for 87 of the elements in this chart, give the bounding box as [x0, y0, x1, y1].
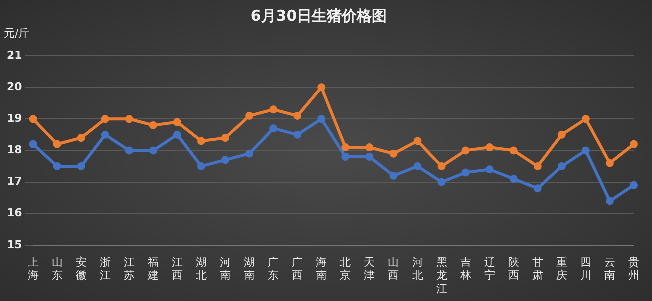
- point: [366, 153, 374, 162]
- point: [294, 112, 302, 120]
- point: [342, 144, 350, 152]
- x-tick-label: 安徽: [76, 256, 87, 282]
- chart-title: 6月30日生猪价格图: [250, 6, 388, 25]
- point: [462, 146, 470, 155]
- x-tick-label: 贵州: [628, 256, 640, 282]
- point: [486, 144, 494, 152]
- point: [390, 150, 398, 158]
- x-tick-label: 浙江: [100, 256, 111, 282]
- x-tick-label: 陕西: [508, 256, 520, 282]
- x-tick-label: 山西: [388, 256, 400, 282]
- point: [366, 144, 374, 152]
- point: [510, 175, 518, 184]
- point: [149, 121, 158, 130]
- y-tick-label: 15: [6, 238, 22, 252]
- point: [246, 150, 254, 158]
- point: [53, 140, 62, 148]
- y-tick-label: 17: [6, 175, 22, 188]
- x-tick-label: 上海: [28, 256, 39, 282]
- point: [173, 130, 182, 139]
- point: [77, 162, 86, 170]
- x-tick-label: 四川: [580, 256, 592, 282]
- point: [77, 134, 86, 142]
- x-tick-label: 江西: [172, 256, 183, 282]
- point: [270, 106, 278, 114]
- y-tick-label: 19: [6, 112, 22, 125]
- point: [558, 130, 566, 139]
- point: [582, 146, 590, 155]
- point: [222, 134, 230, 142]
- point: [606, 159, 614, 168]
- point: [101, 115, 110, 124]
- point: [270, 124, 278, 133]
- point: [198, 162, 206, 170]
- x-tick-label: 吉林: [459, 256, 472, 282]
- point: [125, 115, 134, 124]
- point: [438, 178, 446, 186]
- y-axis-title: 元/斤: [4, 26, 30, 40]
- x-tick-label: 河北: [412, 256, 424, 282]
- point: [414, 162, 422, 170]
- x-tick-label: 海南: [316, 256, 328, 282]
- x-tick-label: 甘肃: [532, 256, 544, 282]
- point: [414, 137, 422, 146]
- x-tick-label: 云南: [604, 256, 616, 282]
- x-tick-label: 江苏: [124, 256, 135, 282]
- point: [486, 166, 494, 174]
- point: [558, 162, 566, 170]
- x-tick-label: 黑龙江: [436, 256, 448, 296]
- x-tick-label: 湖北: [196, 256, 207, 282]
- point: [630, 181, 638, 190]
- x-tick-label: 广西: [292, 256, 304, 282]
- point: [29, 140, 38, 148]
- x-tick-label: 广东: [268, 256, 280, 282]
- point: [173, 118, 182, 126]
- point: [29, 115, 38, 124]
- point: [318, 84, 326, 92]
- y-tick-label: 20: [6, 80, 23, 94]
- y-tick-label: 21: [6, 48, 22, 62]
- point: [318, 115, 326, 124]
- x-tick-label: 湖南: [244, 256, 256, 282]
- point: [198, 137, 206, 146]
- y-tick-label: 18: [6, 144, 22, 157]
- x-tick-label: 河南: [220, 256, 232, 282]
- x-tick-label: 重庆: [556, 256, 568, 282]
- x-tick-label: 福建: [146, 256, 159, 282]
- point: [534, 184, 542, 193]
- point: [534, 162, 542, 170]
- point: [438, 162, 446, 170]
- point: [510, 146, 518, 155]
- point: [342, 153, 350, 162]
- point: [53, 162, 62, 170]
- point: [462, 168, 470, 177]
- point: [390, 172, 398, 180]
- point: [606, 197, 614, 206]
- point: [125, 146, 134, 155]
- x-tick-label: 北京: [340, 256, 352, 282]
- point: [630, 140, 638, 148]
- point: [582, 115, 590, 124]
- point: [149, 146, 158, 155]
- point: [294, 130, 302, 139]
- x-tick-label: 天津: [364, 256, 376, 282]
- x-tick-label: 山东: [52, 256, 63, 282]
- point: [101, 130, 110, 139]
- x-tick-label: 辽宁: [484, 256, 496, 282]
- y-tick-label: 16: [6, 206, 23, 220]
- point: [246, 112, 254, 120]
- point: [222, 156, 230, 164]
